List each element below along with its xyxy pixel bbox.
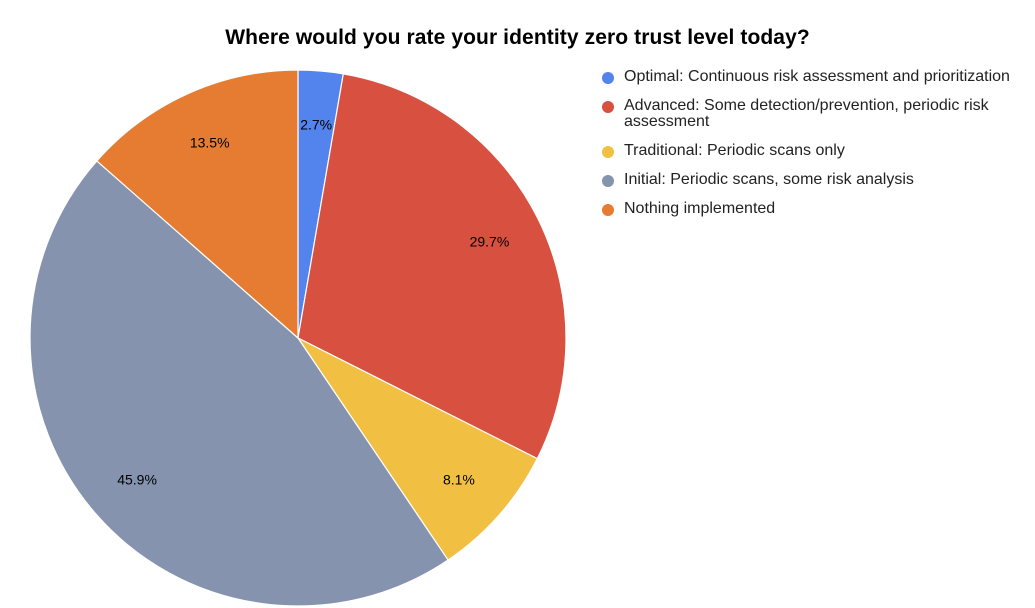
pie-slice-1 [297,73,567,460]
legend-label-3: Initial: Periodic scans, some risk analy… [624,171,914,188]
chart-title: Where would you rate your identity zero … [225,26,810,49]
legend-item-3: Initial: Periodic scans, some risk analy… [600,172,1020,188]
pie-slice-4 [95,69,299,340]
legend-label-0: Optimal: Continuous risk assessment and … [624,68,1010,85]
legend-label-1: Advanced: Some detection/prevention, per… [624,97,989,130]
slice-data-label-2: 8.1% [443,472,475,488]
legend-swatch-3 [602,175,614,187]
legend-swatch-1 [602,101,614,113]
pie-slice-2 [296,336,539,561]
legend-label-2: Traditional: Periodic scans only [624,142,845,159]
slice-data-label-3: 45.9% [117,472,157,488]
legend-swatch-0 [602,72,614,84]
slice-data-label-0: 2.7% [300,116,332,132]
pie-slice-3 [29,160,449,607]
legend-item-0: Optimal: Continuous risk assessment and … [600,69,1020,85]
slice-data-label-1: 29.7% [470,233,510,249]
legend-item-1: Advanced: Some detection/prevention, per… [600,98,1020,130]
legend-label-4: Nothing implemented [624,200,776,217]
chart-legend: Optimal: Continuous risk assessment and … [600,69,1020,230]
legend-swatch-4 [602,204,614,216]
legend-item-4: Nothing implemented [600,201,1020,217]
legend-swatch-2 [602,146,614,158]
legend-item-2: Traditional: Periodic scans only [600,143,1020,159]
slice-data-label-4: 13.5% [190,135,230,151]
